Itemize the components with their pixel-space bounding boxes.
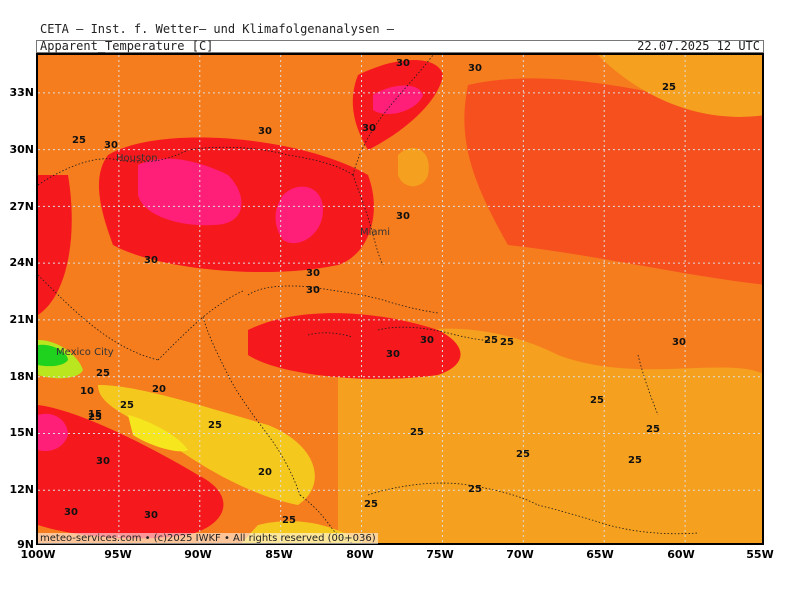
lat-label: 33N bbox=[9, 86, 34, 99]
contour-label: 25 bbox=[208, 420, 222, 431]
lon-label: 100W bbox=[20, 548, 56, 561]
lat-label: 24N bbox=[9, 256, 34, 269]
valid-datetime: 22.07.2025 12 UTC bbox=[637, 39, 760, 53]
contour-label: 25 bbox=[628, 455, 642, 466]
field-green-10 bbox=[38, 344, 68, 367]
contour-label: 25 bbox=[500, 337, 514, 348]
contour-label: 25 bbox=[96, 368, 110, 379]
institute-title: CETA – Inst. f. Wetter– und Klimafolgena… bbox=[40, 22, 395, 36]
lon-label: 75W bbox=[426, 548, 454, 561]
lat-label: 27N bbox=[9, 200, 34, 213]
lat-label: 18N bbox=[9, 370, 34, 383]
field-east-top-27 bbox=[464, 78, 762, 285]
contour-label: 25 bbox=[364, 499, 378, 510]
contour-label: 30 bbox=[396, 211, 410, 222]
field-east-25 bbox=[338, 328, 762, 543]
contour-label: 30 bbox=[64, 507, 78, 518]
field-ne-25 bbox=[598, 55, 762, 117]
lat-label: 30N bbox=[9, 143, 34, 156]
lon-label: 95W bbox=[104, 548, 132, 561]
lat-label: 12N bbox=[9, 483, 34, 496]
city-label-mexico-city: Mexico City bbox=[56, 347, 114, 358]
contour-label: 30 bbox=[420, 335, 434, 346]
contour-label: 30 bbox=[362, 123, 376, 134]
contour-label: 30 bbox=[672, 337, 686, 348]
contour-label: 25 bbox=[646, 424, 660, 435]
contour-label: 25 bbox=[88, 412, 102, 423]
lat-label: 9N bbox=[17, 538, 34, 551]
field-heat-35-c bbox=[373, 85, 423, 115]
contour-label: 30 bbox=[104, 140, 118, 151]
field-gulfstream-25 bbox=[398, 147, 429, 187]
temperature-field bbox=[38, 55, 762, 543]
contour-label: 30 bbox=[306, 268, 320, 279]
lat-label: 21N bbox=[9, 313, 34, 326]
field-heat-35-d bbox=[38, 413, 68, 452]
field-heat-35-b bbox=[275, 186, 323, 244]
contour-label: 10 bbox=[80, 386, 94, 397]
variable-title: Apparent_Temperature [C] bbox=[40, 39, 214, 53]
contour-label: 30 bbox=[258, 126, 272, 137]
contour-label: 20 bbox=[152, 384, 166, 395]
lon-label: 70W bbox=[506, 548, 534, 561]
contour-label: 15 bbox=[88, 409, 102, 420]
contour-label: 30 bbox=[396, 58, 410, 69]
contour-label: 30 bbox=[468, 63, 482, 74]
field-pacific-33 bbox=[38, 405, 224, 539]
title-bar: Apparent_Temperature [C] 22.07.2025 12 U… bbox=[36, 39, 764, 53]
contour-label: 30 bbox=[306, 285, 320, 296]
contour-label: 25 bbox=[590, 395, 604, 406]
contour-label: 25 bbox=[662, 82, 676, 93]
contour-label: 30 bbox=[386, 349, 400, 360]
contour-label: 25 bbox=[516, 449, 530, 460]
lon-label: 60W bbox=[667, 548, 695, 561]
field-yellow-20 bbox=[98, 385, 315, 505]
field-caribbean-33 bbox=[248, 313, 461, 379]
contour-label: 25 bbox=[484, 335, 498, 346]
contour-label: 30 bbox=[96, 456, 110, 467]
contour-label: 25 bbox=[410, 427, 424, 438]
city-label-miami: Miami bbox=[360, 227, 391, 238]
weather-map[interactable]: Houston Miami Mexico City 30 30 25 30 30… bbox=[36, 53, 764, 545]
copyright-footer: meteo-services.com • (c)2025 IWKF • All … bbox=[38, 533, 378, 544]
field-sw-33 bbox=[38, 175, 72, 315]
contour-label: 30 bbox=[144, 510, 158, 521]
lon-label: 65W bbox=[586, 548, 614, 561]
city-label-houston: Houston bbox=[116, 153, 158, 164]
lat-label: 15N bbox=[9, 426, 34, 439]
contour-label: 25 bbox=[72, 135, 86, 146]
contour-label: 25 bbox=[120, 400, 134, 411]
lon-label: 55W bbox=[746, 548, 774, 561]
contour-label: 25 bbox=[468, 484, 482, 495]
lon-label: 90W bbox=[184, 548, 212, 561]
contour-label: 30 bbox=[144, 255, 158, 266]
contour-label: 20 bbox=[258, 467, 272, 478]
field-heat-35-a bbox=[138, 158, 242, 226]
lon-label: 85W bbox=[265, 548, 293, 561]
lat-lon-grid bbox=[38, 55, 762, 543]
contour-label: 25 bbox=[282, 515, 296, 526]
lon-label: 80W bbox=[346, 548, 374, 561]
